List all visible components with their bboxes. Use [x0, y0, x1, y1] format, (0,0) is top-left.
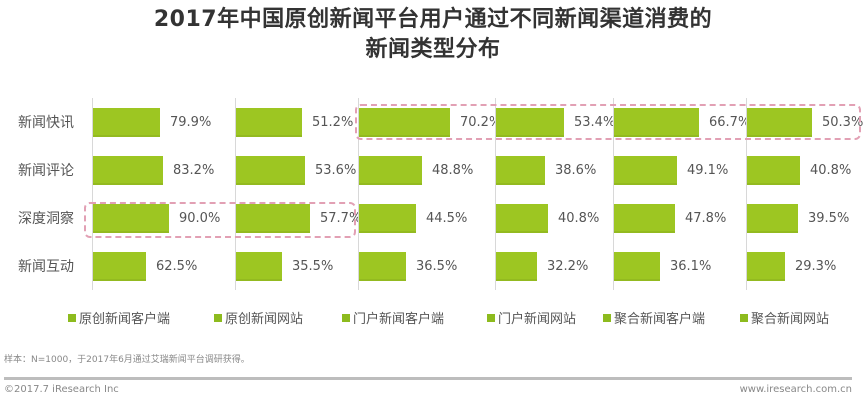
- value-label: 70.2%: [460, 115, 502, 130]
- bar: [236, 108, 302, 137]
- value-label: 53.6%: [315, 163, 357, 178]
- value-label: 36.1%: [670, 259, 712, 274]
- value-label: 38.6%: [555, 163, 597, 178]
- value-label: 47.8%: [685, 211, 727, 226]
- highlight-box-in-depth: [84, 202, 356, 238]
- legend-item: 门户新闻网站: [487, 310, 576, 330]
- row-label-news-flash: 新闻快讯: [18, 115, 74, 131]
- legend-swatch-icon: [214, 314, 222, 322]
- bar: [93, 204, 169, 233]
- sample-note: 样本：N=1000，于2017年6月通过艾瑞新闻平台调研获得。: [4, 355, 250, 365]
- panel-baseline: [235, 98, 236, 290]
- value-label: 40.8%: [558, 211, 600, 226]
- value-label: 44.5%: [426, 211, 468, 226]
- highlight-box-news-flash: [355, 104, 861, 140]
- bar: [93, 252, 146, 281]
- value-label: 57.7%: [320, 211, 362, 226]
- bar: [359, 204, 416, 233]
- bar: [614, 252, 660, 281]
- value-label: 51.2%: [312, 115, 354, 130]
- title-line-1: 2017年中国原创新闻平台用户通过不同新闻渠道消费的: [153, 7, 713, 32]
- legend-swatch-icon: [740, 314, 748, 322]
- bar: [496, 252, 537, 281]
- bar: [496, 204, 548, 233]
- value-label: 50.3%: [822, 115, 864, 130]
- legend-swatch-icon: [342, 314, 350, 322]
- legend-item: 聚合新闻客户端: [603, 310, 705, 330]
- value-label: 66.7%: [709, 115, 751, 130]
- bar: [496, 156, 545, 185]
- value-label: 36.5%: [416, 259, 458, 274]
- value-label: 49.1%: [687, 163, 729, 178]
- bar: [93, 156, 163, 185]
- website-link: www.iresearch.com.cn: [739, 384, 852, 395]
- legend-swatch-icon: [487, 314, 495, 322]
- bar: [747, 156, 800, 185]
- footer-divider: [4, 377, 852, 380]
- value-label: 35.5%: [292, 259, 334, 274]
- title-line-2: 新闻类型分布: [365, 37, 501, 62]
- value-label: 53.4%: [574, 115, 616, 130]
- bar: [359, 156, 422, 185]
- legend-item: 门户新闻客户端: [342, 310, 444, 330]
- bar: [614, 204, 675, 233]
- value-label: 40.8%: [810, 163, 852, 178]
- bar: [614, 156, 677, 185]
- legend-item: 聚合新闻网站: [740, 310, 829, 330]
- value-label: 39.5%: [808, 211, 850, 226]
- bar: [747, 204, 798, 233]
- value-label: 83.2%: [173, 163, 215, 178]
- bar: [236, 204, 310, 233]
- bar: [747, 252, 785, 281]
- value-label: 90.0%: [179, 211, 221, 226]
- row-label-news-commentary: 新闻评论: [18, 163, 74, 179]
- legend-swatch-icon: [603, 314, 611, 322]
- panel-baseline: [746, 98, 747, 290]
- panel-baseline: [358, 98, 359, 290]
- bar: [496, 108, 564, 137]
- bar: [359, 108, 450, 137]
- value-label: 62.5%: [156, 259, 198, 274]
- panel-baseline: [92, 98, 93, 290]
- row-label-in-depth: 深度洞察: [18, 211, 74, 227]
- row-label-news-interaction: 新闻互动: [18, 259, 74, 275]
- bar: [614, 108, 699, 137]
- bar: [236, 156, 305, 185]
- value-label: 29.3%: [795, 259, 837, 274]
- bar: [236, 252, 282, 281]
- legend: 原创新闻客户端 原创新闻网站 门户新闻客户端 门户新闻网站 聚合新闻客户端 聚合…: [0, 310, 866, 330]
- copyright: ©2017.7 iResearch Inc: [4, 384, 119, 395]
- legend-item: 原创新闻网站: [214, 310, 303, 330]
- panel-baseline: [495, 98, 496, 290]
- bar: [93, 108, 160, 137]
- legend-item: 原创新闻客户端: [68, 310, 170, 330]
- value-label: 48.8%: [432, 163, 474, 178]
- bar: [747, 108, 812, 137]
- legend-swatch-icon: [68, 314, 76, 322]
- bar: [359, 252, 406, 281]
- value-label: 32.2%: [547, 259, 589, 274]
- value-label: 79.9%: [170, 115, 212, 130]
- panel-baseline: [613, 98, 614, 290]
